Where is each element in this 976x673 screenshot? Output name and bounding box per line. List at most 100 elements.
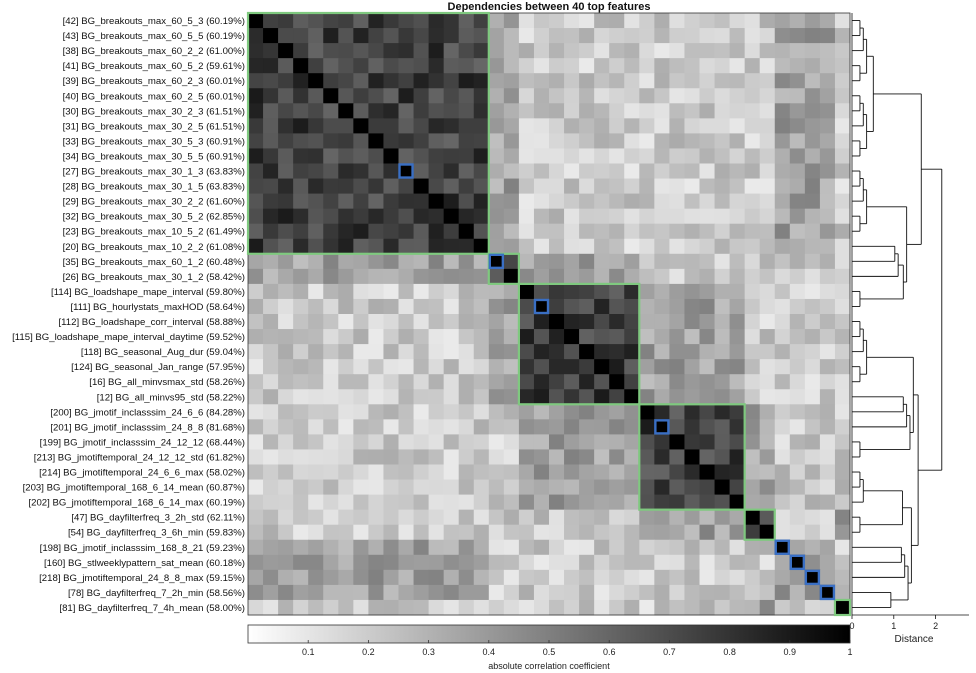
heatmap-cell xyxy=(834,434,851,450)
heatmap-cell xyxy=(549,494,565,511)
heatmap-cell xyxy=(579,449,595,465)
heatmap-cell xyxy=(654,554,670,571)
heatmap-cell xyxy=(579,238,595,255)
heatmap-cell xyxy=(263,58,279,74)
heatmap-cell xyxy=(714,464,731,481)
heatmap-cell xyxy=(594,253,610,270)
heatmap-cell xyxy=(549,88,565,104)
heatmap-cell xyxy=(428,73,445,89)
heatmap-cell xyxy=(654,479,670,496)
heatmap-cell xyxy=(503,178,520,195)
heatmap-cell xyxy=(443,539,460,556)
row-label: [39] BG_breakouts_max_60_2_3 (60.01%) xyxy=(63,76,245,87)
heatmap-cell xyxy=(729,253,746,270)
heatmap-cell xyxy=(564,208,580,225)
heatmap-cell xyxy=(488,329,505,345)
row-label: [35] BG_breakouts_max_60_1_2 (60.48%) xyxy=(63,257,245,268)
heatmap-cell xyxy=(789,419,806,435)
row-label: [203] BG_jmotiftemporal_168_6_14_mean (6… xyxy=(23,483,245,494)
heatmap-cell xyxy=(443,554,460,571)
heatmap-cell xyxy=(579,389,595,405)
heatmap-cell xyxy=(639,539,655,556)
heatmap-cell xyxy=(338,344,354,360)
heatmap-cell xyxy=(353,163,369,180)
heatmap-cell xyxy=(518,283,535,300)
colorbar-tick-label: 0.5 xyxy=(543,647,556,657)
heatmap-cell xyxy=(699,524,716,541)
heatmap-cell xyxy=(338,359,354,375)
heatmap-cell xyxy=(398,539,415,556)
heatmap-cell xyxy=(398,599,415,616)
heatmap-cell xyxy=(669,524,685,541)
heatmap-cell xyxy=(458,539,475,556)
heatmap-cell xyxy=(699,584,716,601)
heatmap-cell xyxy=(518,389,535,405)
heatmap-cell xyxy=(729,118,746,134)
heatmap-cell xyxy=(654,163,670,180)
heatmap-cell xyxy=(744,58,761,74)
heatmap-cell xyxy=(278,178,294,195)
heatmap-cell xyxy=(744,434,761,450)
heatmap-cell xyxy=(669,253,685,270)
heatmap-cell xyxy=(639,253,655,270)
heatmap-cell xyxy=(473,163,490,180)
heatmap-cell xyxy=(323,43,339,59)
heatmap-cell xyxy=(503,283,520,300)
heatmap-cell xyxy=(654,118,670,134)
heatmap-cell xyxy=(353,178,369,195)
heatmap-cell xyxy=(669,569,685,586)
heatmap-cell xyxy=(684,584,700,601)
heatmap-cell xyxy=(398,374,415,390)
heatmap-cell xyxy=(594,449,610,465)
heatmap-cell xyxy=(654,103,670,119)
heatmap-cell xyxy=(729,103,746,119)
heatmap-cell xyxy=(714,163,731,180)
heatmap-cell xyxy=(684,554,700,571)
heatmap-cell xyxy=(398,223,415,240)
heatmap-cell xyxy=(684,404,700,420)
heatmap-cell xyxy=(579,118,595,134)
heatmap-cell xyxy=(458,554,475,571)
heatmap-cell xyxy=(413,193,430,210)
heatmap-cell xyxy=(533,208,550,225)
heatmap-cell xyxy=(278,569,294,586)
heatmap-cell xyxy=(714,599,731,616)
heatmap-cell xyxy=(353,359,369,375)
heatmap-cell xyxy=(549,479,565,496)
heatmap-cell xyxy=(413,13,430,29)
heatmap-cell xyxy=(714,253,731,270)
heatmap-cell xyxy=(383,118,399,134)
heatmap-cell xyxy=(518,178,535,195)
heatmap-cell xyxy=(458,118,475,134)
heatmap-cell xyxy=(654,344,670,360)
heatmap-cell xyxy=(308,434,324,450)
heatmap-cell xyxy=(789,43,806,59)
heatmap-cell xyxy=(774,539,791,556)
heatmap-cell xyxy=(819,449,836,465)
heatmap-cell xyxy=(549,569,565,586)
heatmap-cell xyxy=(609,569,625,586)
heatmap-cell xyxy=(564,58,580,74)
heatmap-cell xyxy=(383,584,399,601)
heatmap-cell xyxy=(744,43,761,59)
heatmap-cell xyxy=(323,434,339,450)
heatmap-cell xyxy=(834,494,851,511)
heatmap-cell xyxy=(413,178,430,195)
heatmap-cell xyxy=(639,524,655,541)
heatmap-cell xyxy=(579,88,595,104)
heatmap-cell xyxy=(503,223,520,240)
heatmap-cell xyxy=(819,314,836,330)
heatmap-cell xyxy=(759,449,776,465)
heatmap-cell xyxy=(789,238,806,255)
heatmap-cell xyxy=(533,539,550,556)
heatmap-cell xyxy=(263,509,279,526)
heatmap-cell xyxy=(383,359,399,375)
heatmap-cell xyxy=(804,389,821,405)
heatmap-cell xyxy=(744,494,761,511)
heatmap-cell xyxy=(293,449,309,465)
heatmap-cell xyxy=(834,208,851,225)
heatmap-cell xyxy=(503,329,520,345)
heatmap-cell xyxy=(323,389,339,405)
heatmap-cell xyxy=(473,28,490,44)
heatmap-cell xyxy=(278,268,294,285)
